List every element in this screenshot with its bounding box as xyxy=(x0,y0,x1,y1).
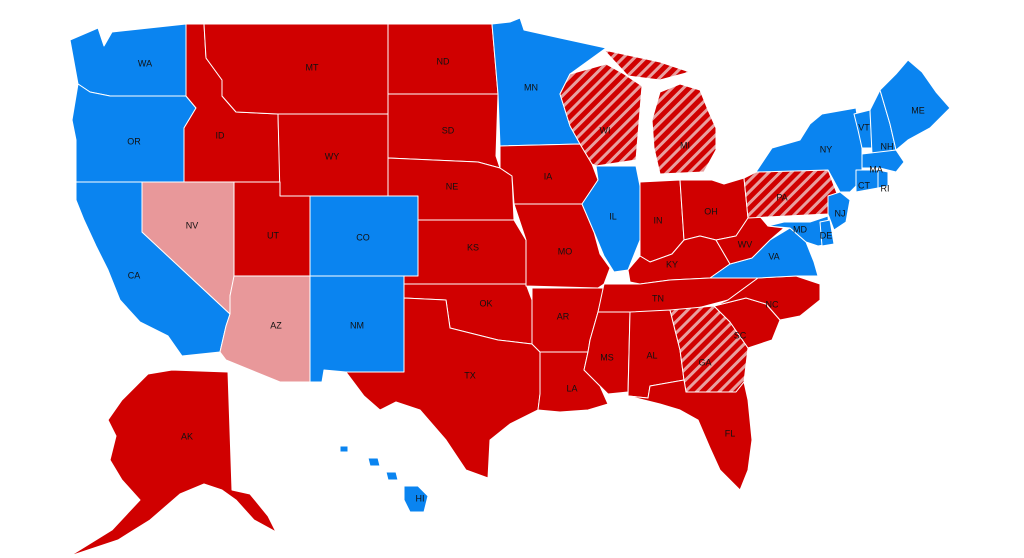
state-label-MT: MT xyxy=(306,62,319,72)
state-label-ME: ME xyxy=(911,105,925,115)
state-label-VT: VT xyxy=(858,122,870,132)
state-MA[interactable] xyxy=(861,149,905,173)
state-label-IA: IA xyxy=(544,171,553,181)
state-label-WA: WA xyxy=(138,58,152,68)
state-label-OK: OK xyxy=(479,298,492,308)
state-label-KS: KS xyxy=(467,242,479,252)
state-ME[interactable] xyxy=(879,59,951,151)
state-NJ[interactable] xyxy=(827,191,851,231)
state-label-RI: RI xyxy=(881,183,890,193)
state-label-WV: WV xyxy=(738,239,753,249)
state-label-MD: MD xyxy=(793,224,807,234)
state-label-PA: PA xyxy=(776,192,787,202)
state-label-HI: HI xyxy=(416,493,425,503)
state-label-NH: NH xyxy=(881,141,894,151)
state-label-LA: LA xyxy=(566,383,577,393)
state-FL[interactable] xyxy=(627,379,753,491)
state-label-DE: DE xyxy=(820,230,833,240)
state-label-FL: FL xyxy=(725,428,736,438)
state-label-ND: ND xyxy=(437,56,450,66)
state-KS[interactable] xyxy=(403,219,527,285)
state-label-AR: AR xyxy=(557,311,570,321)
state-TX[interactable] xyxy=(345,297,541,479)
state-label-NY: NY xyxy=(820,144,833,154)
state-label-MN: MN xyxy=(524,82,538,92)
state-label-VA: VA xyxy=(768,251,779,261)
state-label-AK: AK xyxy=(181,431,193,441)
state-label-CO: CO xyxy=(356,232,370,242)
state-AK[interactable] xyxy=(69,369,277,557)
state-label-TX: TX xyxy=(464,370,476,380)
state-label-AZ: AZ xyxy=(270,320,282,330)
state-IL[interactable] xyxy=(581,165,641,273)
state-MI[interactable] xyxy=(603,49,717,175)
state-label-TN: TN xyxy=(652,293,664,303)
state-VT[interactable] xyxy=(853,109,873,149)
state-label-CT: CT xyxy=(858,180,870,190)
state-HI[interactable] xyxy=(339,445,429,513)
state-label-OR: OR xyxy=(127,136,141,146)
state-label-IL: IL xyxy=(609,211,617,221)
state-label-OH: OH xyxy=(704,206,718,216)
state-label-NC: NC xyxy=(766,299,779,309)
state-label-NJ: NJ xyxy=(835,208,846,218)
state-label-WY: WY xyxy=(325,151,340,161)
state-label-SD: SD xyxy=(442,125,455,135)
state-PA[interactable] xyxy=(743,169,839,219)
state-label-NV: NV xyxy=(186,220,199,230)
state-label-KY: KY xyxy=(666,259,678,269)
state-label-CA: CA xyxy=(128,270,141,280)
state-label-MO: MO xyxy=(558,246,573,256)
state-label-MI: MI xyxy=(680,140,690,150)
state-label-ID: ID xyxy=(216,130,226,140)
state-RI[interactable] xyxy=(877,169,889,189)
state-AZ[interactable] xyxy=(219,275,311,383)
state-label-NE: NE xyxy=(446,181,459,191)
state-OR[interactable] xyxy=(71,83,197,183)
state-label-GA: GA xyxy=(698,357,711,367)
state-label-IN: IN xyxy=(654,215,663,225)
state-label-WI: WI xyxy=(600,125,611,135)
state-label-NM: NM xyxy=(350,320,364,330)
state-label-MA: MA xyxy=(869,164,883,174)
state-MT[interactable] xyxy=(203,23,389,115)
state-UT[interactable] xyxy=(233,181,311,277)
state-DE[interactable] xyxy=(819,219,835,247)
state-label-SC: SC xyxy=(734,330,747,340)
state-WI[interactable] xyxy=(559,63,643,167)
state-label-MS: MS xyxy=(600,352,614,362)
state-WA[interactable] xyxy=(69,23,187,97)
state-label-AL: AL xyxy=(646,350,657,360)
state-label-UT: UT xyxy=(267,230,279,240)
